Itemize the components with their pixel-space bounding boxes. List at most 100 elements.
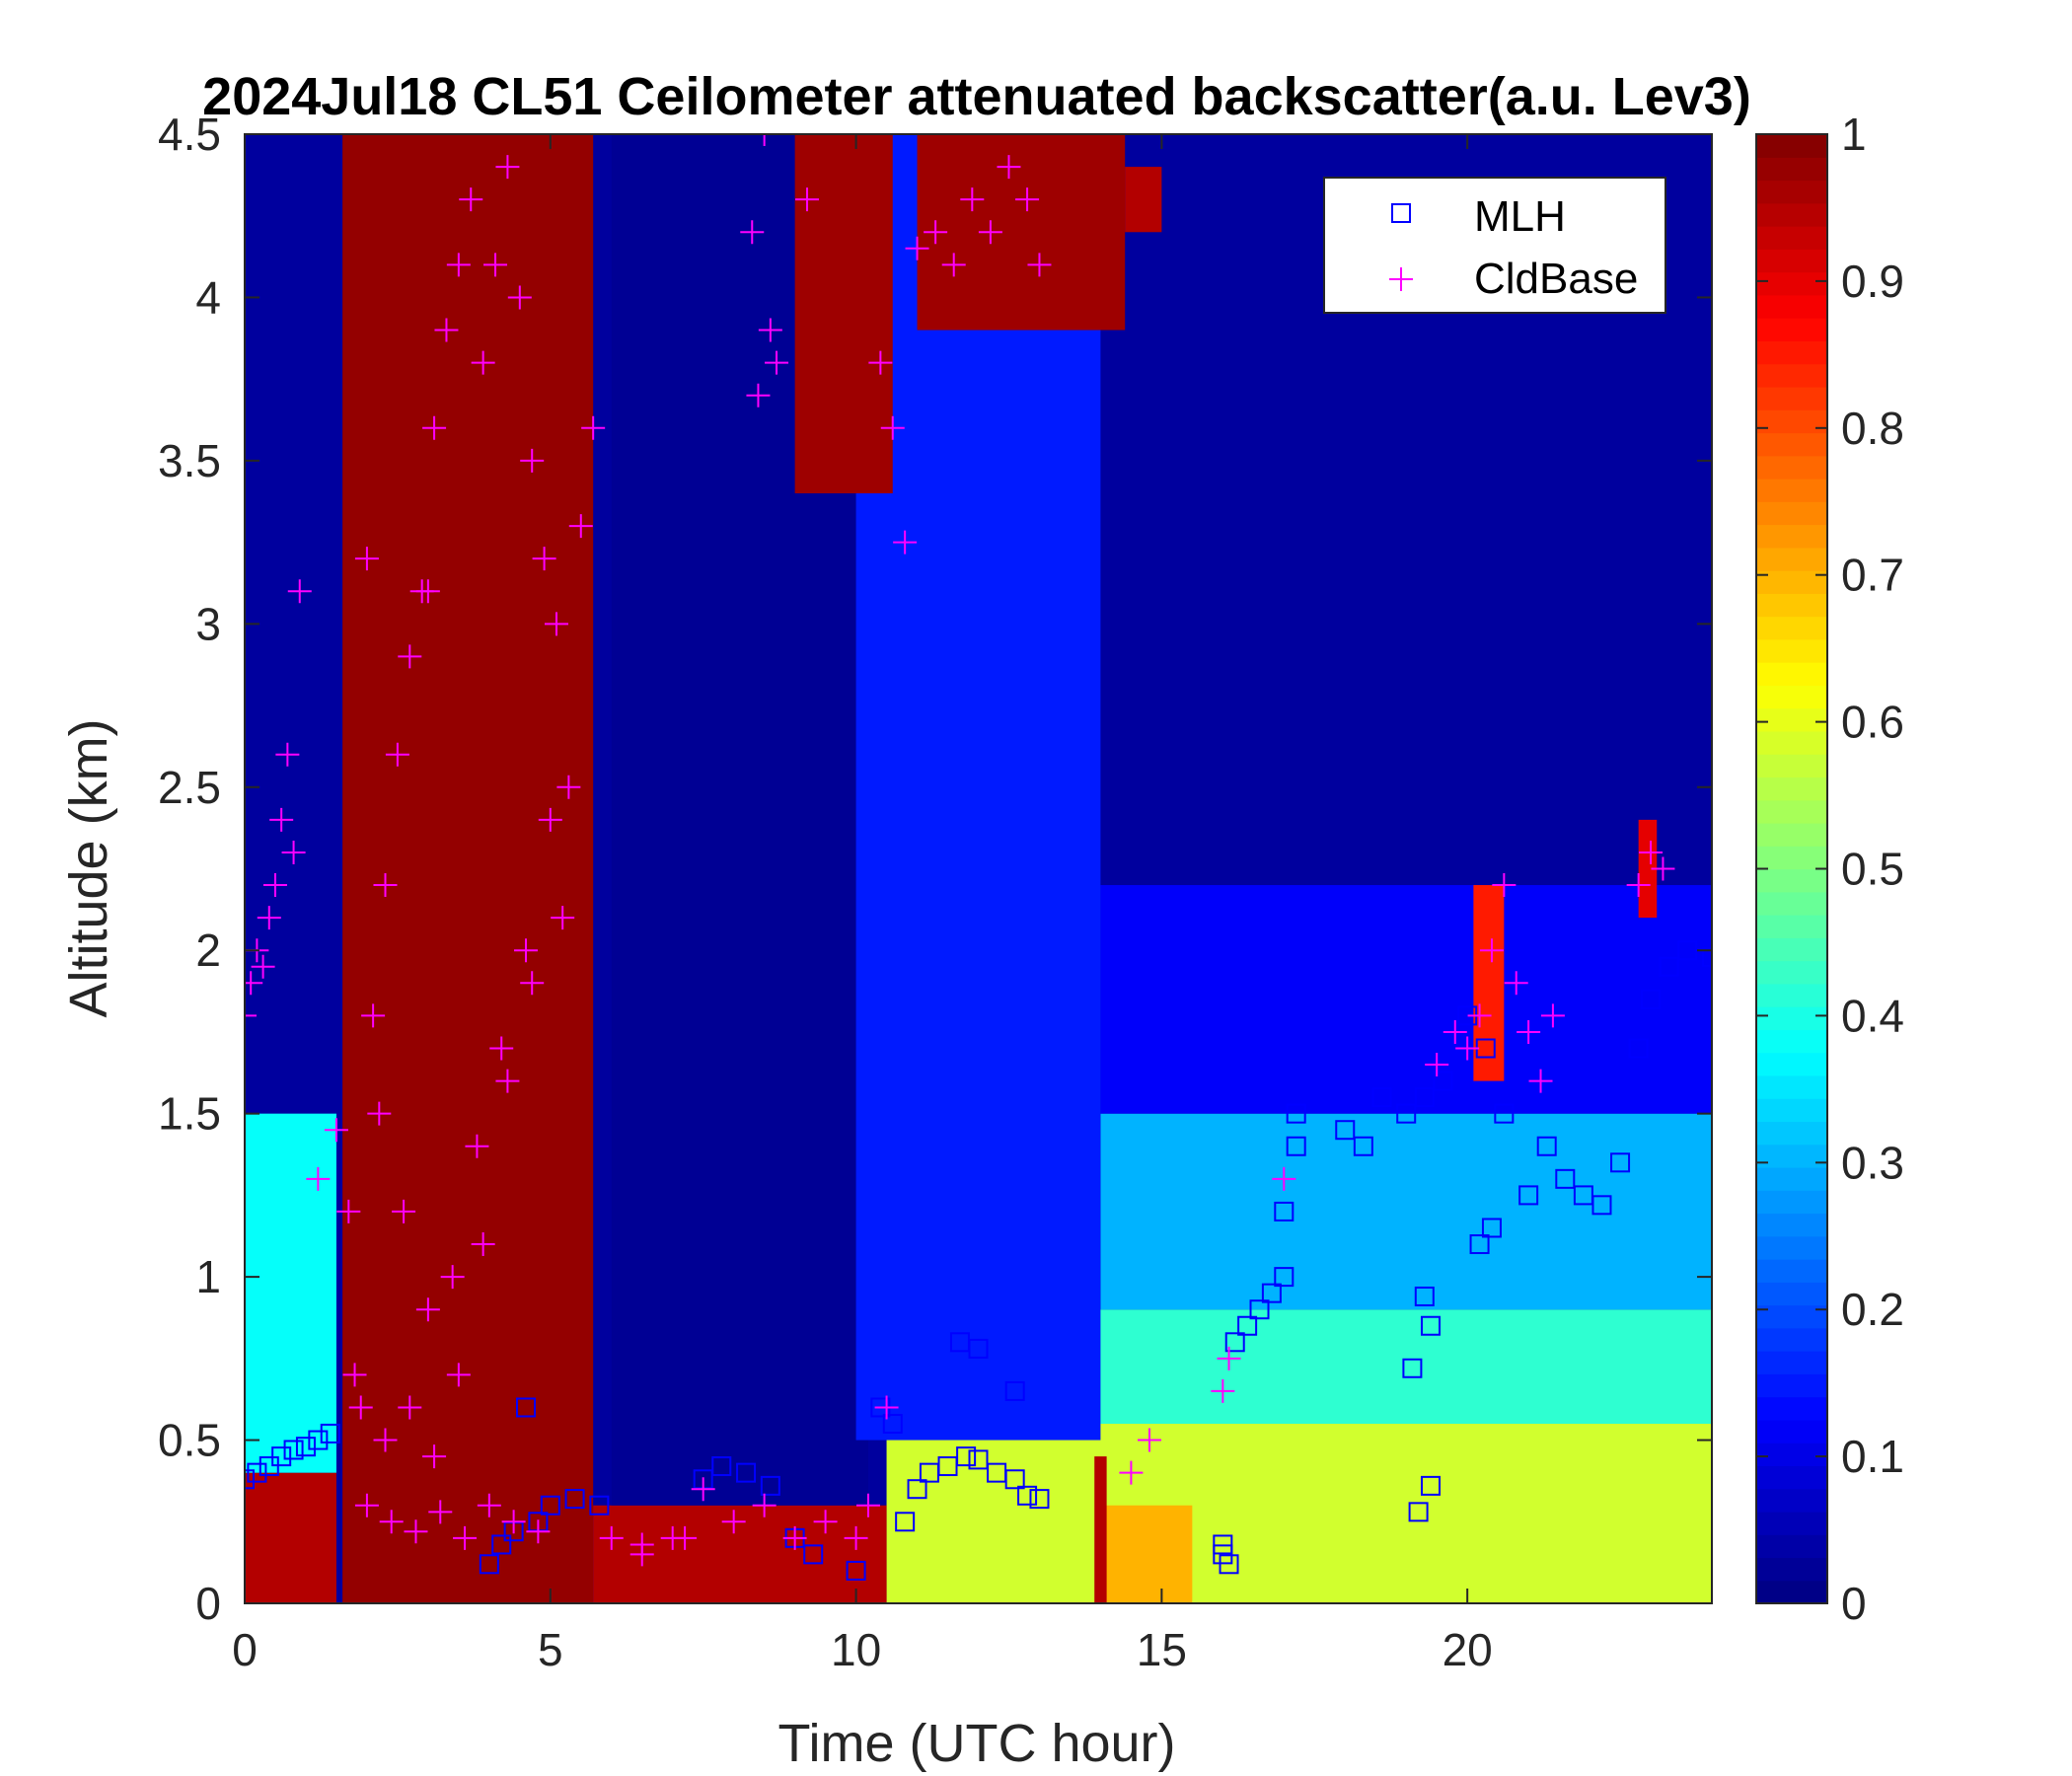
cldbase-point [721, 1510, 746, 1534]
cldbase-point [1651, 856, 1675, 881]
mlh-point [1004, 1380, 1025, 1401]
legend-box [1323, 177, 1666, 314]
colorbar-step [1756, 1465, 1827, 1490]
colorbar-step [1756, 134, 1827, 158]
cldbase-point [551, 906, 575, 930]
cldbase-point [287, 579, 312, 604]
colorbar-step [1756, 983, 1827, 1007]
colorbar-step [1756, 202, 1827, 227]
colorbar-step [1756, 318, 1827, 341]
colorbar-step [1756, 570, 1827, 594]
cldbase-point [367, 1101, 392, 1126]
mlh-point [1353, 1136, 1373, 1156]
cldbase-point [1015, 187, 1040, 212]
colorbar-step [1756, 777, 1827, 801]
colorbar-step [1756, 363, 1827, 388]
colorbar-step [1756, 868, 1827, 893]
colorbar-step [1756, 799, 1827, 824]
colorbar-step [1756, 1006, 1827, 1030]
cldbase-point [398, 1395, 422, 1420]
mlh-point [846, 1560, 866, 1581]
colorbar-tick-label: 0.8 [1841, 403, 1904, 454]
cldbase-point [599, 1525, 624, 1550]
mlh-point [711, 1456, 732, 1477]
cldbase-point [379, 1510, 404, 1534]
mlh-point [1420, 1315, 1441, 1336]
cldbase-point [501, 1510, 526, 1534]
cldbase-point [924, 220, 948, 245]
mlh-point [760, 1475, 780, 1496]
y-tick-label: 3.5 [158, 435, 221, 486]
mlh-point [1402, 1358, 1423, 1378]
heatmap-region-1 [886, 1424, 1712, 1603]
mlh-point [1702, 946, 1712, 967]
cldbase-point [373, 1428, 398, 1452]
colorbar-step [1756, 1213, 1827, 1237]
mlh-point [1494, 1103, 1515, 1124]
cldbase-point [336, 1199, 361, 1223]
colorbar-tick-label: 0.1 [1841, 1431, 1904, 1482]
cldbase-point [752, 1493, 777, 1517]
colorbar-frame [1755, 133, 1828, 1604]
cldbase-point [740, 220, 765, 245]
cldbase-point [868, 350, 893, 375]
legend-cldbase-label: CldBase [1474, 255, 1638, 303]
cldbase-point [855, 1493, 880, 1517]
colorbar-step [1756, 1419, 1827, 1443]
x-axis: 0 5 10 15 20 [232, 134, 1493, 1675]
cldbase-point [453, 1525, 478, 1550]
colorbar [1756, 134, 1827, 1604]
colorbar-step [1756, 1190, 1827, 1215]
cldbase-point [556, 775, 581, 799]
cldbase-point [514, 938, 539, 963]
cldbase-point [251, 954, 275, 979]
y-axis: 0 0.5 1 1.5 2 2.5 3 3.5 4 4.5 [158, 109, 1712, 1629]
colorbar-step [1756, 1166, 1827, 1191]
mlh-point [1274, 1201, 1295, 1221]
mlh-point [283, 1440, 304, 1460]
colorbar-step [1756, 1282, 1827, 1306]
cldbase-point [526, 1519, 551, 1544]
heatmap-region-13 [794, 134, 893, 493]
mlh-point [1396, 1103, 1417, 1124]
cldbase-point [361, 1003, 386, 1028]
mlh-point [320, 1423, 340, 1443]
cldbase-point [495, 1069, 520, 1093]
cldbase-point [354, 1493, 379, 1517]
colorbar-tick-label: 0.3 [1841, 1137, 1904, 1188]
x-tick-label: 10 [831, 1624, 881, 1675]
colorbar-tick-label: 0.5 [1841, 844, 1904, 895]
heatmap-region-4 [1100, 885, 1712, 1114]
legend-mlh-marker [1391, 203, 1411, 223]
y-tick-label: 0.5 [158, 1415, 221, 1466]
mlh-point [1610, 1152, 1631, 1173]
mlh-point [1004, 1469, 1025, 1490]
mlh-point [1017, 1485, 1038, 1506]
cldbase-point [758, 318, 782, 342]
colorbar-step [1756, 409, 1827, 434]
cldbase-point [880, 415, 905, 440]
mlh-point [1536, 1136, 1557, 1156]
cldbase-point [1443, 1019, 1467, 1044]
cldbase-point [813, 1510, 838, 1534]
x-axis-label: Time (UTC hour) [777, 1714, 1175, 1773]
mlh-point [1249, 1299, 1270, 1320]
colorbar-step [1756, 960, 1827, 985]
mlh-point [736, 1462, 757, 1483]
cldbase-point [1211, 1378, 1235, 1403]
colorbar-ticks: 0 0.1 0.2 0.3 0.4 0.5 0.6 0.7 0.8 0.9 1 [1756, 109, 1904, 1629]
cldbase-point [446, 1363, 471, 1387]
cldbase-point [568, 514, 593, 539]
cldbase-point [422, 1444, 447, 1469]
mlh-point [1628, 1038, 1649, 1059]
colorbar-step [1756, 915, 1827, 938]
mlh-point [1469, 1234, 1490, 1255]
mlh-point [479, 1554, 499, 1575]
cldbase-point [1540, 1003, 1565, 1028]
mlh-point [1591, 1195, 1612, 1216]
cldbase-markers [245, 134, 1675, 1567]
colorbar-step [1756, 501, 1827, 526]
colorbar-step [1756, 662, 1827, 686]
cldbase-point [960, 187, 985, 212]
legend-cldbase-marker [1389, 267, 1413, 291]
